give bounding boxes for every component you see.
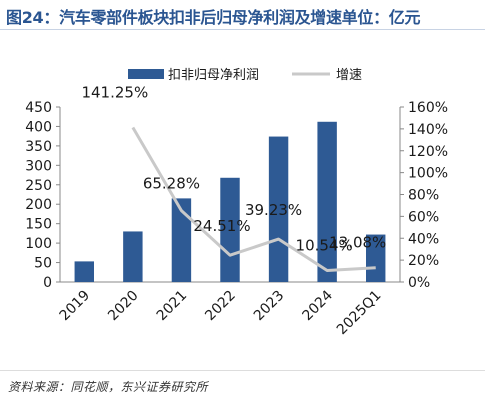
- left-tick-label: 50: [34, 256, 52, 272]
- right-tick-label: 80%: [408, 188, 439, 204]
- bar-2025Q1: [366, 234, 386, 282]
- legend-swatch-bar: [128, 69, 164, 79]
- left-tick-label: 150: [25, 217, 52, 233]
- bar-2020: [123, 231, 143, 282]
- x-tick-label: 2025Q1: [334, 288, 385, 339]
- title-divider: [0, 29, 485, 30]
- legend-label-bar: 扣非归母净利润: [168, 68, 259, 83]
- left-tick-label: 400: [25, 119, 52, 135]
- right-tick-label: 100%: [408, 166, 448, 182]
- right-tick-label: 160%: [408, 100, 448, 116]
- growth-label-2024: 10.54%: [296, 236, 353, 254]
- right-tick-label: 40%: [408, 231, 439, 247]
- bar-2022: [220, 177, 240, 282]
- bar-2019: [74, 261, 94, 282]
- growth-label-2025Q1: 13.08%: [329, 234, 386, 252]
- source-note: 资料来源：同花顺，东兴证券研究所: [8, 380, 209, 394]
- right-tick-label: 20%: [408, 253, 439, 269]
- bar-2023: [268, 136, 289, 282]
- growth-label-2020: 141.25%: [81, 84, 148, 102]
- chart-title: 图24：汽车零部件板块扣非后归母净利润及增速单位：亿元: [6, 8, 421, 27]
- x-tick-label: 2019: [57, 288, 94, 325]
- x-tick-label: 2020: [105, 288, 142, 325]
- x-tick-label: 2022: [202, 288, 239, 325]
- x-tick-label: 2021: [154, 288, 191, 325]
- growth-label-2021: 65.28%: [143, 175, 200, 193]
- left-tick-label: 200: [25, 197, 52, 213]
- right-tick-label: 0%: [408, 275, 430, 291]
- x-tick-label: 2023: [251, 288, 288, 325]
- footer-divider: [0, 370, 485, 371]
- left-tick-label: 450: [25, 100, 52, 116]
- growth-label-2023: 39.23%: [245, 201, 302, 219]
- legend-label-line: 增速: [336, 68, 362, 83]
- left-tick-label: 0: [43, 275, 52, 291]
- bar-2024: [317, 121, 337, 283]
- left-tick-label: 300: [25, 158, 52, 174]
- right-tick-label: 140%: [408, 122, 448, 138]
- right-tick-label: 60%: [408, 209, 439, 225]
- right-tick-label: 120%: [408, 144, 448, 160]
- chart: 扣非归母净利润 增速 0 50 100 150 200 250 300 350 400 450 0% 20…: [25, 68, 448, 339]
- left-tick-label: 350: [25, 139, 52, 155]
- left-tick-label: 250: [25, 178, 52, 194]
- x-tick-label: 2024: [299, 287, 336, 324]
- bar-2021: [171, 198, 192, 282]
- growth-label-2022: 24.51%: [193, 217, 250, 235]
- growth-line: [131, 126, 376, 272]
- left-tick-label: 100: [25, 236, 52, 252]
